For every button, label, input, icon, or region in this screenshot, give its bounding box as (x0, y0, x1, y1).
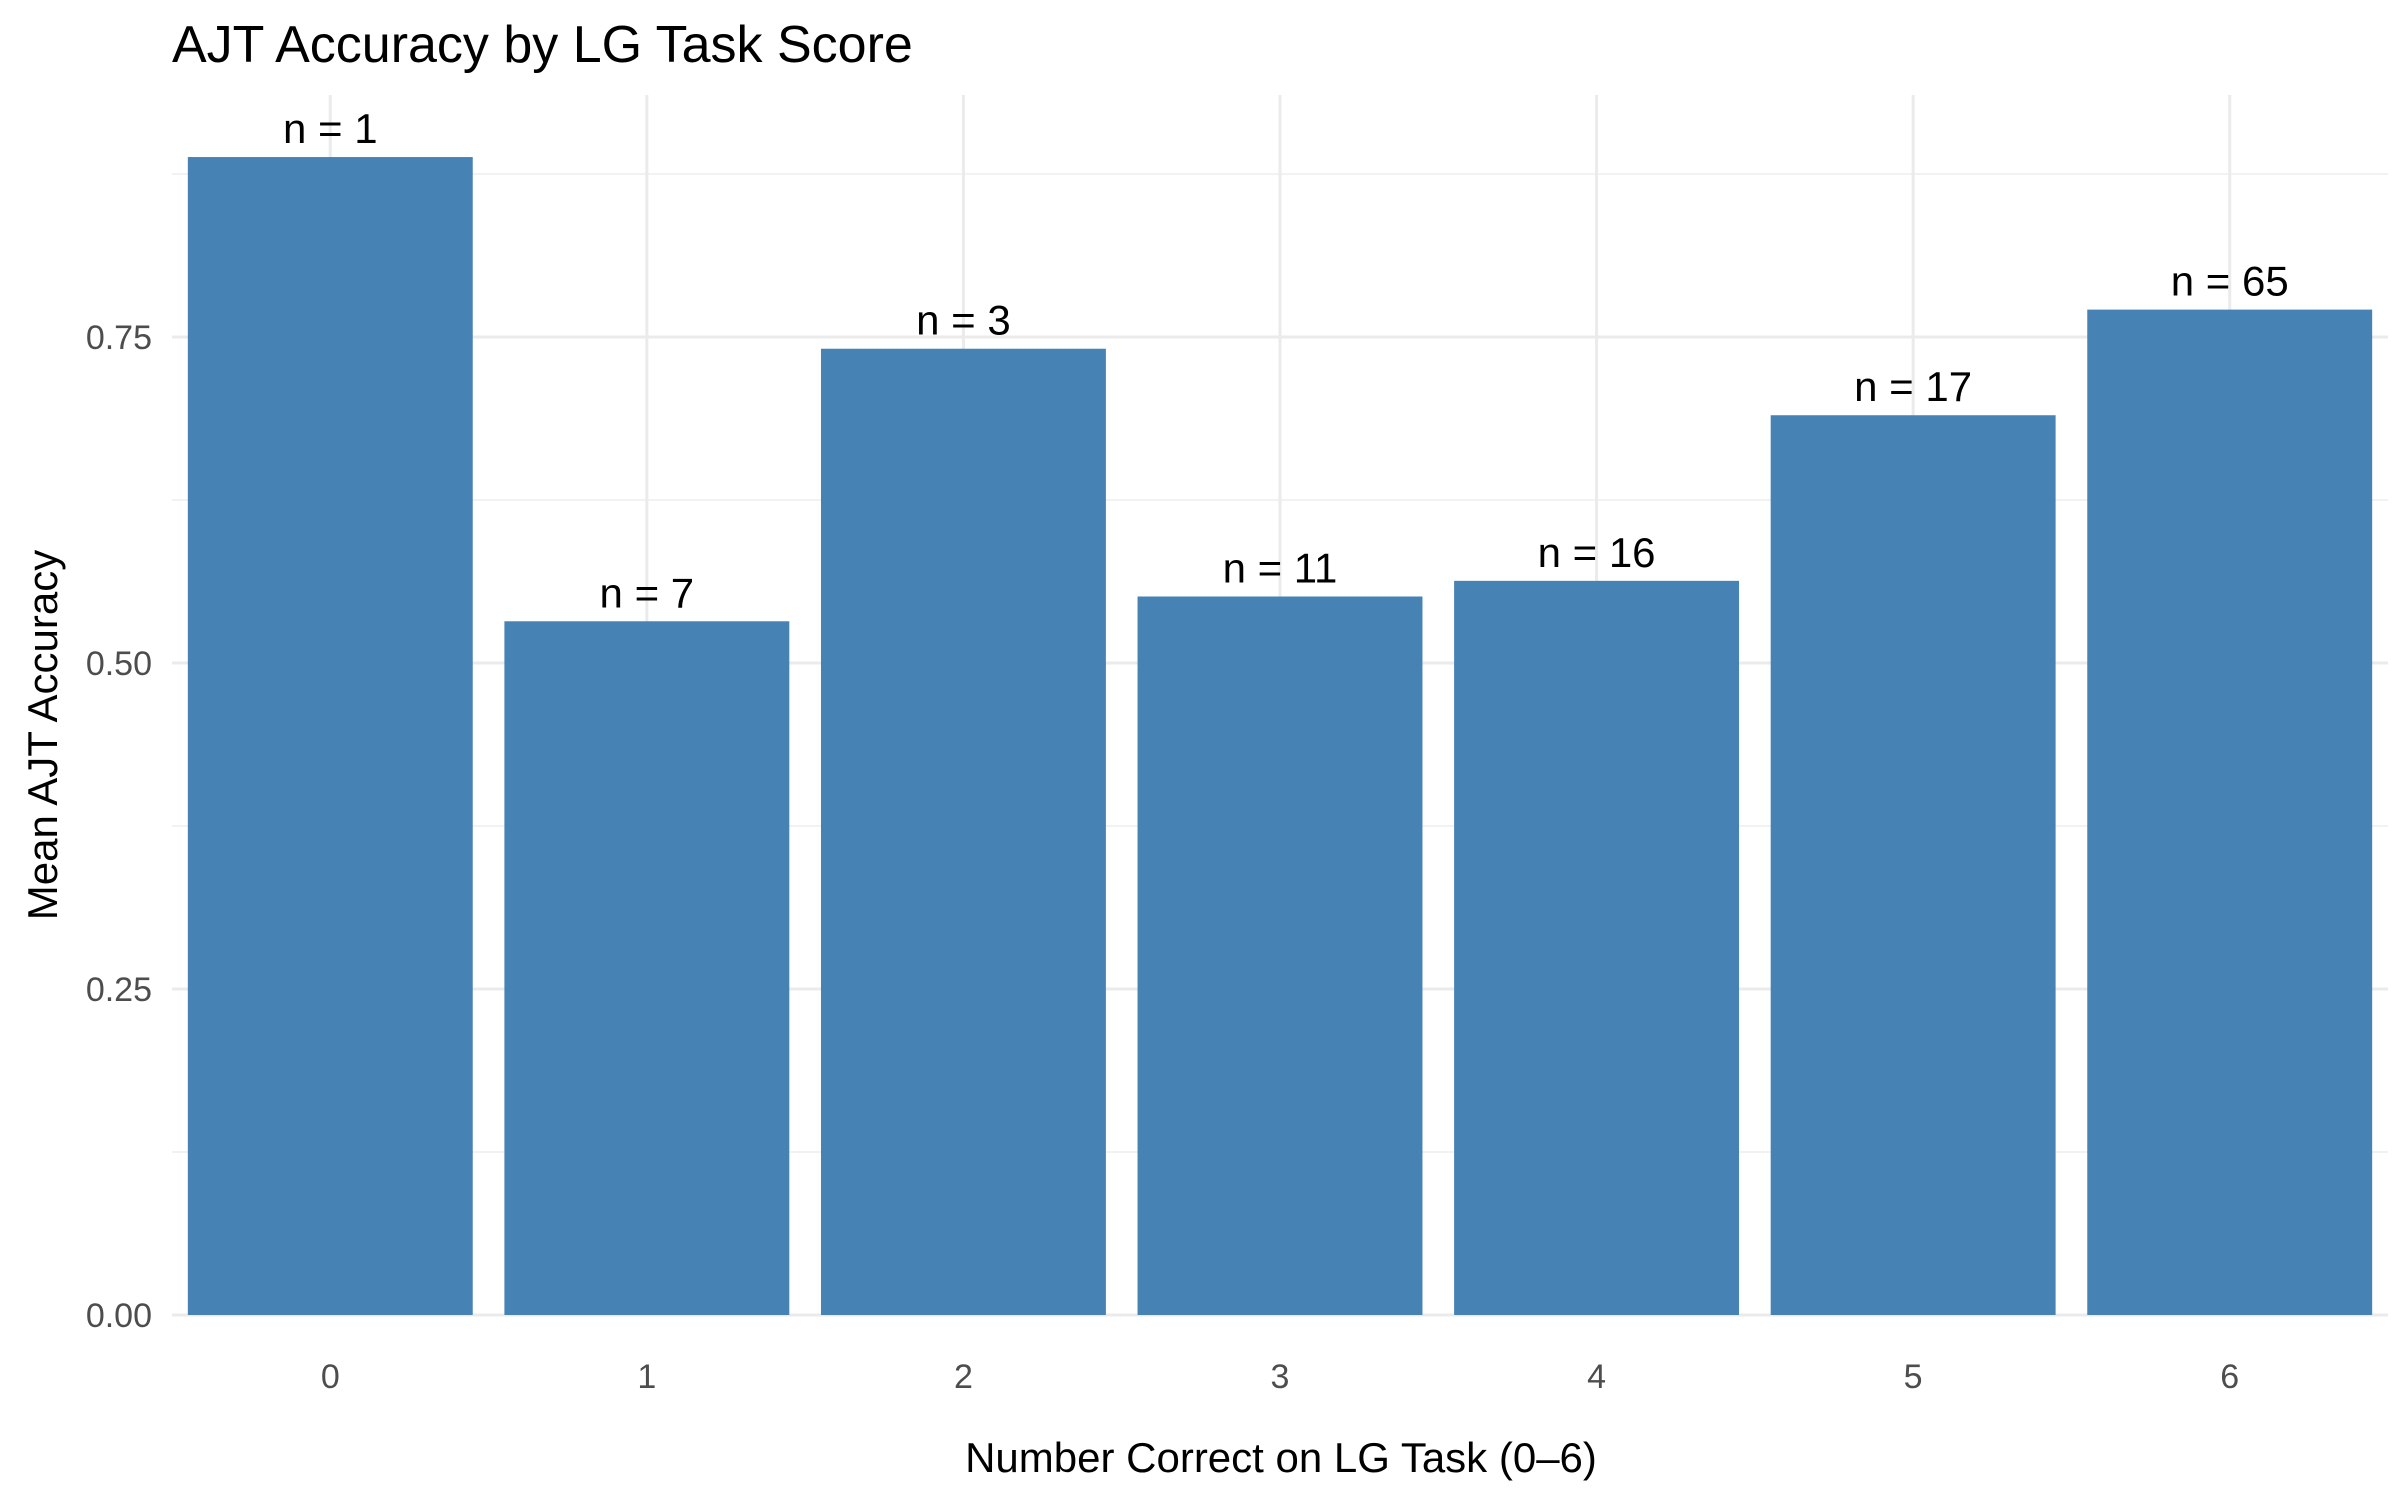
x-tick-label: 2 (954, 1358, 973, 1396)
chart-title: AJT Accuracy by LG Task Score (172, 16, 913, 74)
y-axis-ticks: 0.00 0.25 0.50 0.75 (86, 319, 152, 1335)
bar-5 (1770, 415, 2056, 1315)
bar-3 (1137, 596, 1423, 1315)
y-axis-title: Mean AJT Accuracy (19, 550, 66, 920)
bar-label-1: n = 7 (600, 569, 695, 616)
x-tick-label: 0 (321, 1358, 340, 1396)
bars (187, 157, 2373, 1316)
y-tick-label: 0.75 (86, 319, 152, 357)
x-tick-label: 4 (1587, 1358, 1606, 1396)
x-tick-label: 5 (1904, 1358, 1923, 1396)
bar-6 (2087, 309, 2373, 1316)
bar-2 (820, 348, 1106, 1316)
bar-1 (504, 621, 790, 1315)
y-tick-label: 0.00 (86, 1297, 152, 1335)
bar-label-2: n = 3 (916, 297, 1011, 344)
x-axis-ticks: 0 1 2 3 4 5 6 (321, 1358, 2239, 1396)
y-tick-label: 0.50 (86, 645, 152, 683)
bar-4 (1454, 580, 1740, 1315)
bar-label-6: n = 65 (2171, 258, 2289, 305)
bar-label-4: n = 16 (1538, 529, 1656, 576)
bar-label-5: n = 17 (1854, 363, 1972, 410)
bar-label-3: n = 11 (1223, 544, 1338, 591)
bar-0 (187, 157, 473, 1316)
bar-labels: n = 1 n = 7 n = 3 n = 11 n = 16 n = 17 n = 65 (283, 105, 2289, 616)
y-tick-label: 0.25 (86, 971, 152, 1009)
x-axis-title: Number Correct on LG Task (0–6) (965, 1434, 1597, 1481)
bar-label-0: n = 1 (283, 105, 378, 152)
x-tick-label: 6 (2220, 1358, 2239, 1396)
x-tick-label: 3 (1271, 1358, 1290, 1396)
x-tick-label: 1 (637, 1358, 656, 1396)
